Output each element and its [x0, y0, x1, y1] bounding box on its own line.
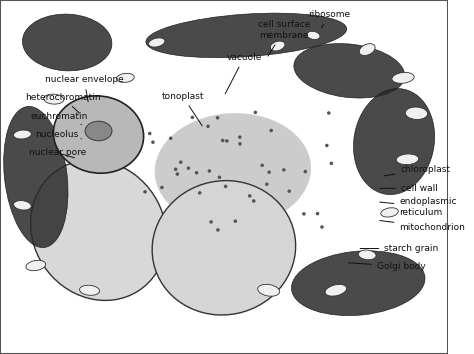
Ellipse shape: [191, 116, 194, 119]
Text: nuclear pore: nuclear pore: [29, 148, 86, 158]
Text: nucleolus: nucleolus: [35, 130, 82, 139]
Ellipse shape: [187, 166, 190, 170]
Text: euchromatin: euchromatin: [30, 112, 88, 125]
Ellipse shape: [270, 41, 285, 51]
Ellipse shape: [307, 31, 320, 40]
Ellipse shape: [234, 219, 237, 223]
Ellipse shape: [26, 260, 46, 271]
Ellipse shape: [13, 130, 31, 139]
Ellipse shape: [175, 172, 179, 176]
Ellipse shape: [151, 141, 155, 144]
Text: cell surface
membrane: cell surface membrane: [258, 21, 310, 56]
Ellipse shape: [254, 110, 257, 114]
Ellipse shape: [22, 14, 112, 71]
Ellipse shape: [148, 38, 165, 47]
Ellipse shape: [224, 184, 228, 188]
Ellipse shape: [302, 212, 306, 216]
Text: ribosome: ribosome: [308, 10, 350, 28]
Text: chloroplast: chloroplast: [384, 165, 451, 176]
Ellipse shape: [148, 132, 152, 135]
Ellipse shape: [325, 285, 346, 296]
Text: mitochondrion: mitochondrion: [380, 221, 465, 232]
Ellipse shape: [260, 164, 264, 167]
Ellipse shape: [179, 160, 182, 164]
Ellipse shape: [117, 73, 134, 82]
Ellipse shape: [325, 144, 328, 147]
Ellipse shape: [392, 73, 414, 83]
Ellipse shape: [169, 137, 173, 140]
Ellipse shape: [198, 191, 201, 195]
Ellipse shape: [30, 160, 166, 301]
Ellipse shape: [195, 171, 198, 175]
Ellipse shape: [80, 285, 100, 295]
Ellipse shape: [216, 228, 220, 232]
Ellipse shape: [258, 284, 280, 296]
Ellipse shape: [292, 251, 425, 316]
Ellipse shape: [152, 181, 296, 315]
Ellipse shape: [248, 194, 252, 198]
Ellipse shape: [396, 154, 419, 165]
Ellipse shape: [358, 250, 376, 260]
Ellipse shape: [265, 182, 269, 186]
Ellipse shape: [354, 88, 435, 195]
Ellipse shape: [85, 121, 112, 141]
Ellipse shape: [160, 186, 164, 189]
Text: tonoplast: tonoplast: [162, 92, 204, 126]
Ellipse shape: [155, 113, 311, 227]
Ellipse shape: [405, 107, 428, 120]
Ellipse shape: [146, 13, 346, 58]
Ellipse shape: [210, 220, 213, 224]
Ellipse shape: [238, 135, 242, 139]
Ellipse shape: [225, 139, 228, 143]
Ellipse shape: [320, 225, 324, 229]
Ellipse shape: [294, 44, 405, 98]
Ellipse shape: [327, 111, 330, 115]
Text: Golgi body: Golgi body: [348, 262, 426, 271]
Ellipse shape: [216, 116, 219, 120]
Ellipse shape: [208, 169, 211, 173]
Ellipse shape: [54, 96, 144, 173]
Text: vacuole: vacuole: [225, 53, 262, 94]
Ellipse shape: [14, 201, 31, 210]
Ellipse shape: [218, 176, 221, 179]
Text: starch grain: starch grain: [360, 244, 438, 253]
Ellipse shape: [282, 168, 286, 172]
Ellipse shape: [269, 129, 273, 132]
Ellipse shape: [359, 44, 375, 56]
Ellipse shape: [44, 94, 64, 104]
Text: cell wall: cell wall: [380, 184, 438, 193]
Ellipse shape: [252, 199, 255, 203]
Ellipse shape: [329, 162, 333, 165]
Text: heterochromatin: heterochromatin: [25, 93, 100, 113]
Ellipse shape: [303, 170, 307, 173]
Ellipse shape: [174, 167, 177, 171]
Ellipse shape: [206, 125, 210, 128]
Ellipse shape: [381, 208, 398, 217]
Text: endoplasmic
reticulum: endoplasmic reticulum: [380, 198, 457, 217]
Ellipse shape: [221, 139, 225, 142]
Ellipse shape: [143, 190, 147, 194]
Ellipse shape: [287, 189, 291, 193]
Ellipse shape: [267, 170, 271, 174]
Ellipse shape: [238, 142, 242, 145]
Ellipse shape: [4, 107, 68, 247]
Text: nuclear envelope: nuclear envelope: [45, 75, 124, 102]
Ellipse shape: [316, 212, 319, 215]
